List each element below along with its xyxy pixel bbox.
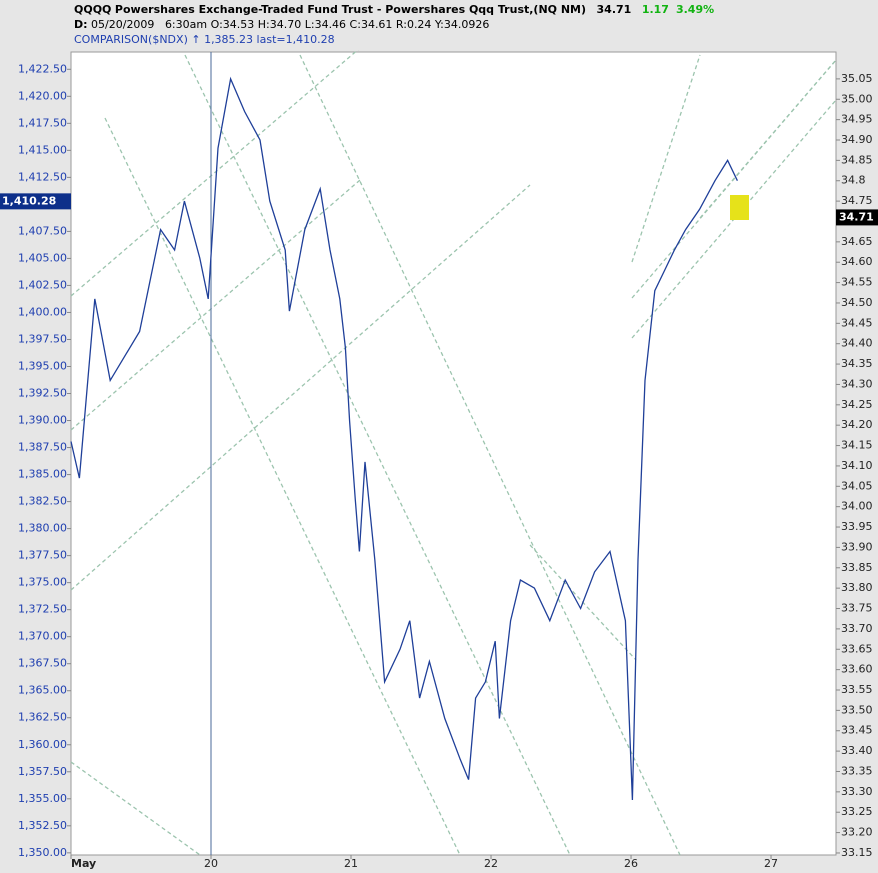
symbol: QQQQ <box>74 3 112 16</box>
y-tick-label: 1,357.50 <box>18 765 67 778</box>
x-tick-label: 20 <box>204 857 218 870</box>
y-tick-label: 1,355.00 <box>18 792 67 805</box>
y2-tick-label: 34.00 <box>841 500 873 513</box>
y-tick-label: 1,397.50 <box>18 332 67 345</box>
y-tick-label: 1,360.00 <box>18 738 67 751</box>
y2-tick-label: 33.35 <box>841 764 873 777</box>
y-tick-label: 1,387.50 <box>18 441 67 454</box>
y2-tick-label: 33.40 <box>841 744 873 757</box>
y-tick-label: 1,392.50 <box>18 387 67 400</box>
plot-area <box>70 51 837 856</box>
trend-lines <box>70 47 837 856</box>
y-tick-label: 1,415.00 <box>18 143 67 156</box>
y-tick-label: 1,417.50 <box>18 116 67 129</box>
y-tick-label: 1,422.50 <box>18 62 67 75</box>
y2-tick-label: 34.8 <box>841 174 866 187</box>
y2-tick-label: 34.15 <box>841 439 873 452</box>
y2-tick-label: 34.60 <box>841 255 873 268</box>
y2-tick-label: 33.20 <box>841 826 873 839</box>
y2-tick-label: 34.40 <box>841 337 873 350</box>
y2-tick-label: 33.90 <box>841 540 873 553</box>
y2-tick-label: 34.35 <box>841 357 873 370</box>
current-marker <box>730 195 749 220</box>
ohlc: O:34.53 H:34.70 L:34.46 C:34.61 R:0.24 Y… <box>210 18 490 31</box>
y-tick-label: 1,390.00 <box>18 414 67 427</box>
y2-tick-label: 33.85 <box>841 561 873 574</box>
y2-tick-label: 35.05 <box>841 72 873 85</box>
y-tick-label: 1,405.00 <box>18 251 67 264</box>
y-tick-label: 1,407.50 <box>18 224 67 237</box>
y-tick-label: 1,420.00 <box>18 89 67 102</box>
y-tick-label: 1,352.50 <box>18 819 67 832</box>
price-line <box>70 76 738 801</box>
y2-tick-label: 33.70 <box>841 622 873 635</box>
y-tick-label: 1,375.00 <box>18 576 67 589</box>
y-tick-label: 1,370.00 <box>18 630 67 643</box>
y2-tick-label: 33.50 <box>841 703 873 716</box>
price-tag <box>0 193 71 210</box>
y-tick-label: 1,377.50 <box>18 549 67 562</box>
y2-tick-label: 34.90 <box>841 133 873 146</box>
x-tick-label: 26 <box>624 857 638 870</box>
y2-tick-label: 34.30 <box>841 377 873 390</box>
comparison: COMPARISON($NDX) ↑ 1,385.23 last=1,410.2… <box>74 33 335 46</box>
change-pct: 3.49% <box>675 3 715 16</box>
y2-tick-label: 34.20 <box>841 418 873 431</box>
header: QQQQ Powershares Exchange-Traded Fund Tr… <box>0 0 878 50</box>
header-line-1: QQQQ Powershares Exchange-Traded Fund Tr… <box>74 2 878 17</box>
y2-tick-label: 33.95 <box>841 520 873 533</box>
y-tick-label: 1,400.00 <box>18 305 67 318</box>
y2-tick-label: 34.85 <box>841 153 873 166</box>
y2-tick-label: 35.00 <box>841 92 873 105</box>
y2-tick-label: 34.65 <box>841 235 873 248</box>
date-label: D: <box>74 18 88 31</box>
y-tick-label: 1,372.50 <box>18 603 67 616</box>
y-tick-label: 1,367.50 <box>18 657 67 670</box>
instrument-name: Powershares Exchange-Traded Fund Trust -… <box>114 3 587 16</box>
price-tag <box>836 209 878 226</box>
y-tick-label: 1,365.00 <box>18 684 67 697</box>
x-tick-label: 21 <box>344 857 358 870</box>
price-tag-label: 1,410.28 <box>2 194 56 207</box>
y-tick-label: 1,350.00 <box>18 846 67 859</box>
time: 6:30am <box>164 18 208 31</box>
last-price: 34.71 <box>596 3 632 16</box>
y2-tick-label: 33.75 <box>841 602 873 615</box>
y2-tick-label: 33.30 <box>841 785 873 798</box>
x-tick-label: 22 <box>484 857 498 870</box>
y2-tick-label: 33.45 <box>841 724 873 737</box>
y2-tick-label: 34.45 <box>841 316 873 329</box>
y2-tick-label: 33.55 <box>841 683 873 696</box>
x-tick-label: 27 <box>764 857 778 870</box>
y2-tick-label: 34.10 <box>841 459 873 472</box>
y-tick-label: 1,412.50 <box>18 170 67 183</box>
x-tick-label: May <box>71 857 96 870</box>
y-tick-label: 1,382.50 <box>18 495 67 508</box>
y2-tick-label: 33.60 <box>841 663 873 676</box>
y2-tick-label: 33.80 <box>841 581 873 594</box>
header-line-2: D: 05/20/2009 6:30am O:34.53 H:34.70 L:3… <box>74 17 878 32</box>
y-tick-label: 1,395.00 <box>18 359 67 372</box>
y2-tick-label: 34.95 <box>841 113 873 126</box>
y-tick-label: 1,380.00 <box>18 522 67 535</box>
y-tick-label: 1,402.50 <box>18 278 67 291</box>
y2-tick-label: 34.05 <box>841 479 873 492</box>
y2-tick-label: 34.50 <box>841 296 873 309</box>
y2-tick-label: 33.15 <box>841 846 873 859</box>
price-tag-label: 34.71 <box>839 210 874 223</box>
y2-tick-label: 34.25 <box>841 398 873 411</box>
y-tick-label: 1,385.00 <box>18 468 67 481</box>
date: 05/20/2009 <box>91 18 155 31</box>
y2-tick-label: 33.65 <box>841 642 873 655</box>
y2-tick-label: 34.75 <box>841 194 873 207</box>
y-tick-label: 1,362.50 <box>18 711 67 724</box>
change: 1.17 <box>641 3 669 16</box>
y2-tick-label: 33.25 <box>841 805 873 818</box>
y2-tick-label: 34.55 <box>841 276 873 289</box>
